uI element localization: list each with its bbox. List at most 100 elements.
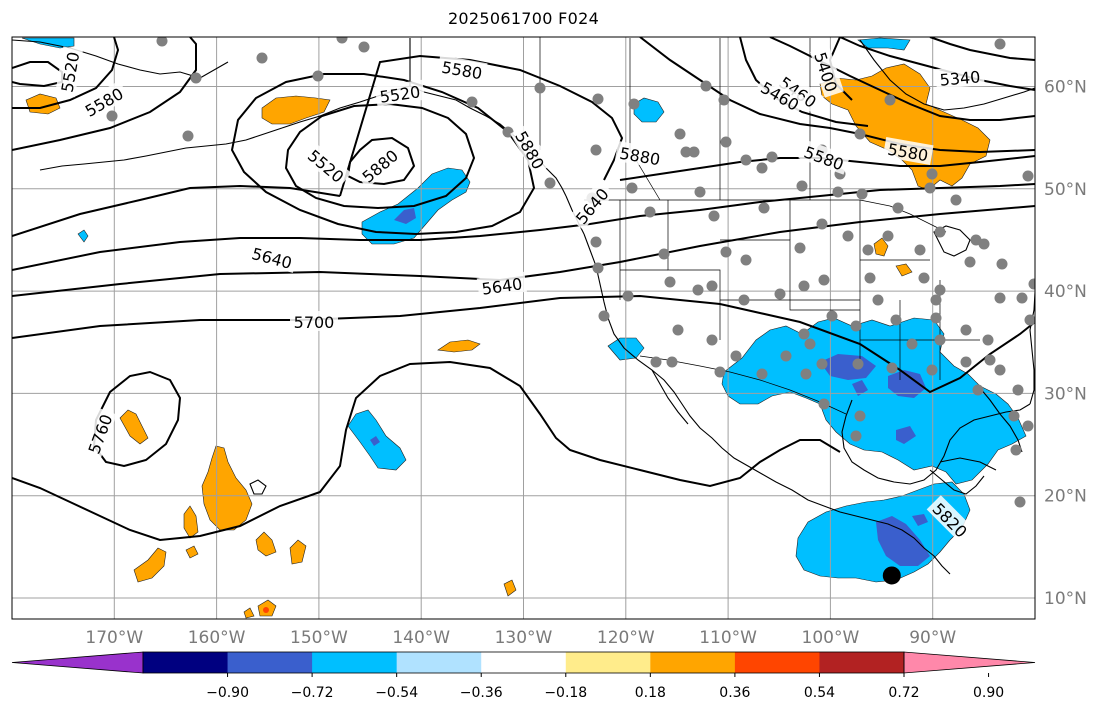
contour-line bbox=[230, 73, 536, 236]
contour-line bbox=[284, 102, 476, 210]
anomaly-region-neg-southern-us-gulf bbox=[721, 317, 1027, 485]
colorbar-tick-label: 0.36 bbox=[719, 685, 750, 701]
station-dot bbox=[626, 182, 638, 194]
colorbar-segment bbox=[227, 652, 313, 673]
contour-line bbox=[929, 37, 1035, 61]
anomaly-region-pos-tropics-small-2 bbox=[255, 531, 277, 557]
contour-labels: 5340540054605460552055205520558055805580… bbox=[54, 45, 985, 544]
colorbar-segment bbox=[734, 652, 820, 673]
contour-label: 5880 bbox=[614, 140, 666, 170]
longitude-tick-label: 130°W bbox=[495, 628, 553, 648]
station-dot bbox=[1012, 384, 1024, 396]
anomaly-region-pos-tropics-small-3 bbox=[133, 547, 167, 583]
colorbar-segment bbox=[819, 652, 905, 673]
colorbar-segment bbox=[481, 652, 567, 673]
coastline-cuba bbox=[939, 457, 997, 471]
contour-label: 5580 bbox=[436, 54, 488, 83]
anomaly-region-pos-tropics-small-4 bbox=[185, 545, 199, 559]
longitude-tick-label: 150°W bbox=[290, 628, 348, 648]
station-dot bbox=[862, 244, 874, 256]
station-dot bbox=[794, 242, 806, 254]
station-dot bbox=[996, 258, 1008, 270]
border-state-2 bbox=[720, 239, 860, 311]
colorbar-segment bbox=[565, 652, 651, 673]
station-dot bbox=[798, 280, 810, 292]
anomaly-region-neg-gulf-coast-core bbox=[888, 370, 926, 398]
positive-anomaly-regions bbox=[25, 63, 991, 619]
coastline-russia bbox=[12, 39, 229, 79]
station-dot bbox=[832, 186, 844, 198]
contour-label-halo bbox=[935, 64, 985, 90]
station-dot bbox=[590, 236, 602, 248]
coastline-hawaii bbox=[249, 479, 267, 495]
coastline-yucatan bbox=[929, 469, 985, 495]
station-dot bbox=[852, 358, 864, 370]
colorbar-tick-label: 0.72 bbox=[888, 685, 919, 701]
contour-label-text: 5640 bbox=[250, 244, 294, 273]
contour-label-halo bbox=[476, 271, 528, 299]
contour-label-halo bbox=[926, 495, 975, 544]
station-dot bbox=[598, 310, 610, 322]
station-dot bbox=[800, 368, 812, 380]
station-dot bbox=[622, 290, 634, 302]
station-dot bbox=[926, 364, 938, 376]
station-dot bbox=[756, 368, 768, 380]
border-state-4 bbox=[619, 200, 668, 300]
station-dot bbox=[720, 136, 732, 148]
longitude-tick-label: 90°W bbox=[909, 628, 956, 648]
anomaly-region-neg-nw-corner bbox=[21, 37, 75, 49]
contour-label-halo bbox=[54, 46, 84, 98]
station-dot bbox=[892, 202, 904, 214]
longitude-tick-label: 110°W bbox=[699, 628, 757, 648]
coastline-gulf-of-mexico bbox=[841, 399, 1031, 485]
station-dot bbox=[190, 72, 202, 84]
anomaly-region-neg-mexico-core bbox=[852, 380, 868, 396]
station-dot bbox=[672, 324, 684, 336]
station-dot bbox=[914, 244, 926, 256]
station-dot bbox=[740, 254, 752, 266]
contour-line bbox=[12, 205, 1035, 297]
contour-label-halo bbox=[798, 139, 851, 175]
station-dot bbox=[774, 288, 786, 300]
latitude-tick-label: 60°N bbox=[1044, 78, 1087, 98]
coastline-florida bbox=[979, 387, 1023, 453]
station-dot bbox=[984, 354, 996, 366]
station-dot bbox=[960, 356, 972, 368]
anomaly-region-neg-central-pacific-core bbox=[370, 436, 380, 446]
contour-label: 5520 bbox=[374, 79, 426, 107]
station-dot bbox=[1028, 278, 1035, 290]
station-dot bbox=[826, 310, 838, 322]
station-dot bbox=[688, 146, 700, 158]
station-dot bbox=[756, 162, 768, 174]
anomaly-region-pos-bering bbox=[261, 95, 331, 125]
contour-label-text: 5880 bbox=[618, 144, 661, 170]
contour-line bbox=[12, 37, 120, 109]
station-dot bbox=[906, 338, 918, 350]
contour-label-halo bbox=[246, 241, 299, 273]
station-dot bbox=[850, 320, 862, 332]
colorbar-segment bbox=[396, 652, 482, 673]
station-dot bbox=[934, 334, 946, 346]
anomaly-region-neg-gulf-core-small bbox=[896, 426, 916, 444]
station-dot bbox=[934, 284, 946, 296]
station-dot bbox=[766, 151, 778, 163]
contour-label-halo bbox=[301, 142, 352, 189]
anomaly-region-neg-alaska-small bbox=[633, 97, 665, 123]
station-dot bbox=[312, 70, 324, 82]
station-dot bbox=[358, 41, 370, 53]
colorbar-tick-label: −0.18 bbox=[544, 685, 587, 701]
contour-label-halo bbox=[882, 136, 934, 166]
station-dot bbox=[336, 37, 348, 44]
location-marker bbox=[882, 566, 901, 585]
station-dot bbox=[804, 338, 816, 350]
contour-label-halo bbox=[754, 74, 807, 116]
anomaly-region-neg-gulf-of-alaska-core bbox=[394, 208, 416, 224]
coastline-us-west bbox=[583, 233, 951, 575]
map-content: 5340540054605460552055205520558055805580… bbox=[12, 37, 1035, 619]
station-dot bbox=[796, 180, 808, 192]
station-dot bbox=[740, 154, 752, 166]
longitude-tick-label: 170°W bbox=[85, 628, 143, 648]
anomaly-region-pos-tropics-main bbox=[201, 445, 253, 531]
anomaly-region-neg-central-america-core bbox=[876, 516, 930, 566]
coastline-aleutians bbox=[39, 127, 283, 171]
